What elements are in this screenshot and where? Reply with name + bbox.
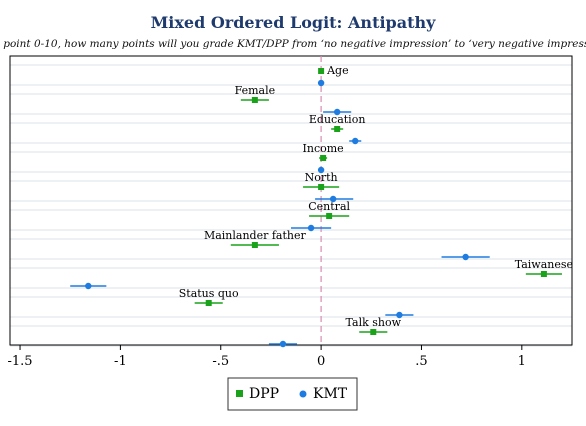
kmt-point (329, 195, 337, 203)
legend-dpp-label: DPP (249, 386, 279, 402)
variable-label: Talk show (346, 316, 402, 329)
dpp-point (320, 155, 327, 161)
dpp-point (334, 126, 341, 132)
x-tick-label: -1.5 (7, 354, 32, 369)
kmt-point (333, 108, 341, 116)
variable-label: Status quo (179, 287, 239, 300)
kmt-point (462, 253, 469, 261)
dpp-point (205, 300, 212, 306)
x-tick-label: 1 (518, 354, 526, 369)
variable-label: Age (326, 64, 349, 77)
kmt-point (279, 340, 287, 348)
variable-label: Taiwanese (515, 258, 573, 271)
dpp-point (318, 68, 325, 74)
dpp-point (540, 271, 547, 277)
plot-border (9, 55, 573, 346)
dpp-point (251, 97, 258, 103)
chart-title: Mixed Ordered Logit: Antipathy (151, 13, 437, 32)
x-tick-label: .5 (415, 354, 427, 369)
x-tick-label: 0 (317, 354, 325, 369)
variable-label: Education (309, 113, 366, 126)
kmt-point (317, 79, 325, 87)
dpp-point (370, 329, 377, 335)
kmt-point (396, 311, 403, 319)
variable-label: Central (308, 200, 350, 213)
variable-label: Female (235, 84, 276, 97)
legend-dpp-marker (236, 390, 243, 397)
legend: DPP KMT (227, 377, 358, 411)
kmt-point (317, 166, 325, 174)
kmt-point (352, 137, 359, 145)
legend-kmt-marker (299, 390, 307, 398)
legend-box (227, 377, 358, 411)
legend-kmt-label: KMT (313, 386, 348, 402)
chart-subtitle: From point 0-10, how many points will yo… (0, 38, 586, 50)
plot-area: -1.5 -1 -.5 0 .5 1 Age Female Education Income Nor… (7, 55, 573, 369)
dpp-point (326, 213, 333, 219)
x-tick-label: -.5 (212, 354, 229, 369)
x-tick-label: -1 (114, 354, 127, 369)
kmt-point (307, 224, 315, 232)
variable-label: North (305, 171, 338, 184)
variable-label: Income (303, 142, 344, 155)
kmt-point (85, 282, 92, 290)
variable-label: Mainlander father (204, 229, 307, 242)
dpp-point (251, 242, 258, 248)
dpp-point (318, 184, 325, 190)
